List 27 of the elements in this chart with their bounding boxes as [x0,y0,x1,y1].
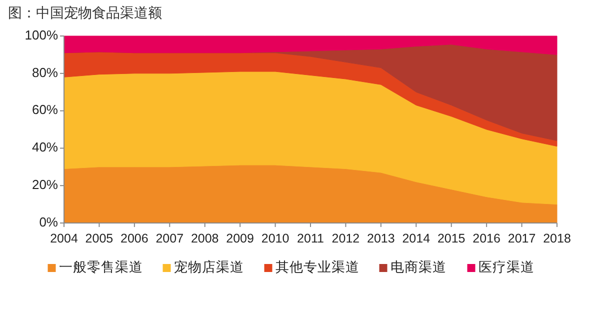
x-tick-label: 2004 [50,231,78,246]
x-tick-label: 2006 [120,231,148,246]
x-tick-label: 2013 [367,231,395,246]
x-tick-label: 2007 [156,231,184,246]
x-tick-label: 2017 [508,231,536,246]
x-tick-label: 2018 [543,231,571,246]
legend-label: 宠物店渠道 [174,260,244,275]
x-tick-label: 2016 [472,231,501,246]
legend-label: 其他专业渠道 [275,260,360,275]
y-tick-label: 40% [32,140,58,155]
legend-label: 医疗渠道 [478,260,534,275]
x-tick-label: 2011 [297,231,324,246]
y-tick-label: 60% [32,102,58,118]
legend-label: 一般零售渠道 [58,260,143,275]
x-tick-label: 2005 [85,231,114,246]
y-tick-label: 0% [39,214,58,230]
x-tick-label: 2010 [261,231,290,246]
x-tick-label: 2009 [226,231,254,246]
y-tick-label: 100% [24,27,58,42]
y-tick-label: 20% [32,177,58,192]
x-tick-label: 2015 [437,231,466,246]
x-tick-label: 2008 [190,231,219,246]
y-tick-label: 80% [32,64,58,80]
x-tick-label: 2014 [402,231,430,246]
x-tick-label: 2012 [332,231,360,246]
legend-label: 电商渠道 [390,260,446,275]
chart-title: 图：中国宠物食品渠道额 [8,4,162,21]
